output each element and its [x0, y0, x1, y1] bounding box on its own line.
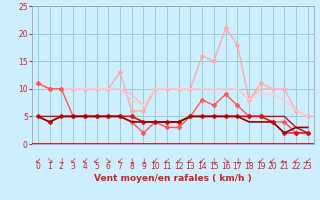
Text: ↓: ↓: [58, 156, 65, 165]
Text: ↙: ↙: [93, 156, 100, 165]
Text: ↓: ↓: [234, 156, 241, 165]
Text: ↙: ↙: [305, 156, 311, 165]
Text: ↓: ↓: [246, 156, 252, 165]
Text: ↙: ↙: [35, 156, 41, 165]
Text: ↙: ↙: [82, 156, 88, 165]
Text: ↙: ↙: [152, 156, 158, 165]
X-axis label: Vent moyen/en rafales ( km/h ): Vent moyen/en rafales ( km/h ): [94, 174, 252, 183]
Text: ↓: ↓: [140, 156, 147, 165]
Text: ↘: ↘: [46, 156, 53, 165]
Text: ←: ←: [281, 156, 287, 165]
Text: ↙: ↙: [293, 156, 299, 165]
Text: ↘: ↘: [105, 156, 111, 165]
Text: ↓: ↓: [211, 156, 217, 165]
Text: ↓: ↓: [129, 156, 135, 165]
Text: ↙: ↙: [199, 156, 205, 165]
Text: ↙: ↙: [187, 156, 194, 165]
Text: ↘: ↘: [222, 156, 229, 165]
Text: ↙: ↙: [117, 156, 123, 165]
Text: ↙: ↙: [258, 156, 264, 165]
Text: ↙: ↙: [70, 156, 76, 165]
Text: ↙: ↙: [175, 156, 182, 165]
Text: ↙: ↙: [269, 156, 276, 165]
Text: ↙: ↙: [164, 156, 170, 165]
